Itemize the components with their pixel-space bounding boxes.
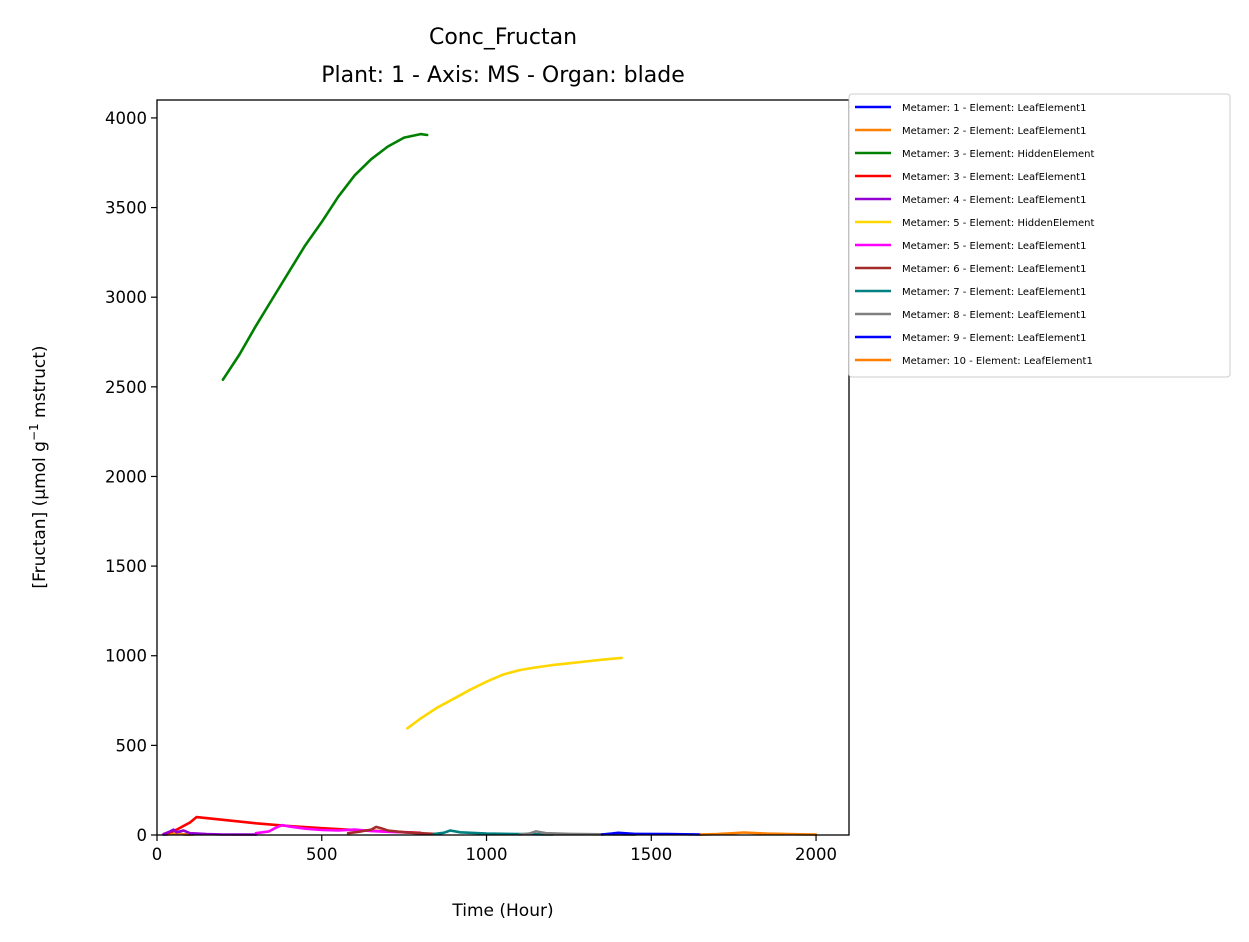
y-tick-label: 2500 bbox=[105, 378, 147, 397]
x-axis-label: Time (Hour) bbox=[451, 901, 553, 921]
legend-entry-11: Metamer: 9 - Element: LeafElement1 bbox=[902, 333, 1086, 344]
x-axis: 0 500 1000 1500 2000 bbox=[152, 835, 837, 864]
legend-entry-8: Metamer: 6 - Element: LeafElement1 bbox=[902, 264, 1086, 275]
legend-frame bbox=[848, 93, 1231, 378]
plot-series bbox=[162, 132, 818, 836]
legend-entry-9: Metamer: 7 - Element: LeafElement1 bbox=[902, 287, 1086, 298]
y-tick-label: 1500 bbox=[105, 557, 147, 576]
legend-entry-2: Metamer: 2 - Element: LeafElement1 bbox=[902, 126, 1086, 137]
y-tick-label: 500 bbox=[116, 736, 148, 755]
y-tick-label: 0 bbox=[137, 826, 148, 845]
series-line-8 bbox=[346, 825, 439, 836]
series-line-3 bbox=[221, 132, 429, 382]
x-tick-label: 500 bbox=[306, 845, 338, 864]
plot-frame bbox=[156, 99, 850, 836]
series-line-11 bbox=[600, 831, 703, 836]
legend-entry-4: Metamer: 3 - Element: LeafElement1 bbox=[902, 172, 1086, 183]
y-tick-label: 3000 bbox=[105, 288, 147, 307]
x-tick-label: 2000 bbox=[795, 845, 837, 864]
x-tick-label: 0 bbox=[152, 845, 163, 864]
legend-entry-7: Metamer: 5 - Element: LeafElement1 bbox=[902, 241, 1086, 252]
y-tick-label: 4000 bbox=[105, 109, 147, 128]
y-axis-label-tail: mstruct) bbox=[30, 345, 50, 423]
chart-subtitle: Plant: 1 - Axis: MS - Organ: blade bbox=[321, 63, 685, 88]
series-line-6 bbox=[406, 656, 623, 730]
legend-entry-10: Metamer: 8 - Element: LeafElement1 bbox=[902, 310, 1086, 321]
x-tick-label: 1500 bbox=[630, 845, 672, 864]
chart-title: Conc_Fructan bbox=[429, 25, 577, 50]
legend-entry-5: Metamer: 4 - Element: LeafElement1 bbox=[902, 195, 1086, 206]
x-tick-label: 1000 bbox=[466, 845, 508, 864]
y-axis-label-sup: −1 bbox=[27, 423, 41, 441]
y-tick-label: 1000 bbox=[105, 647, 147, 666]
legend-entry-12: Metamer: 10 - Element: LeafElement1 bbox=[902, 356, 1093, 367]
legend-entry-6: Metamer: 5 - Element: HiddenElement bbox=[902, 218, 1094, 229]
y-tick-label: 3500 bbox=[105, 199, 147, 218]
y-tick-label: 2000 bbox=[105, 467, 147, 486]
legend-entry-1: Metamer: 1 - Element: LeafElement1 bbox=[902, 103, 1086, 114]
legend: Metamer: 1 - Element: LeafElement1 Metame… bbox=[848, 93, 1231, 378]
series-line-12 bbox=[699, 831, 818, 836]
legend-entry-3: Metamer: 3 - Element: HiddenElement bbox=[902, 149, 1094, 160]
y-axis-label: [Fructan] (µmol g−1 mstruct) bbox=[27, 345, 50, 588]
y-axis: 0 500 1000 1500 2000 2500 3000 3500 4000 bbox=[105, 109, 157, 845]
y-axis-label-main: [Fructan] (µmol g bbox=[30, 441, 50, 589]
